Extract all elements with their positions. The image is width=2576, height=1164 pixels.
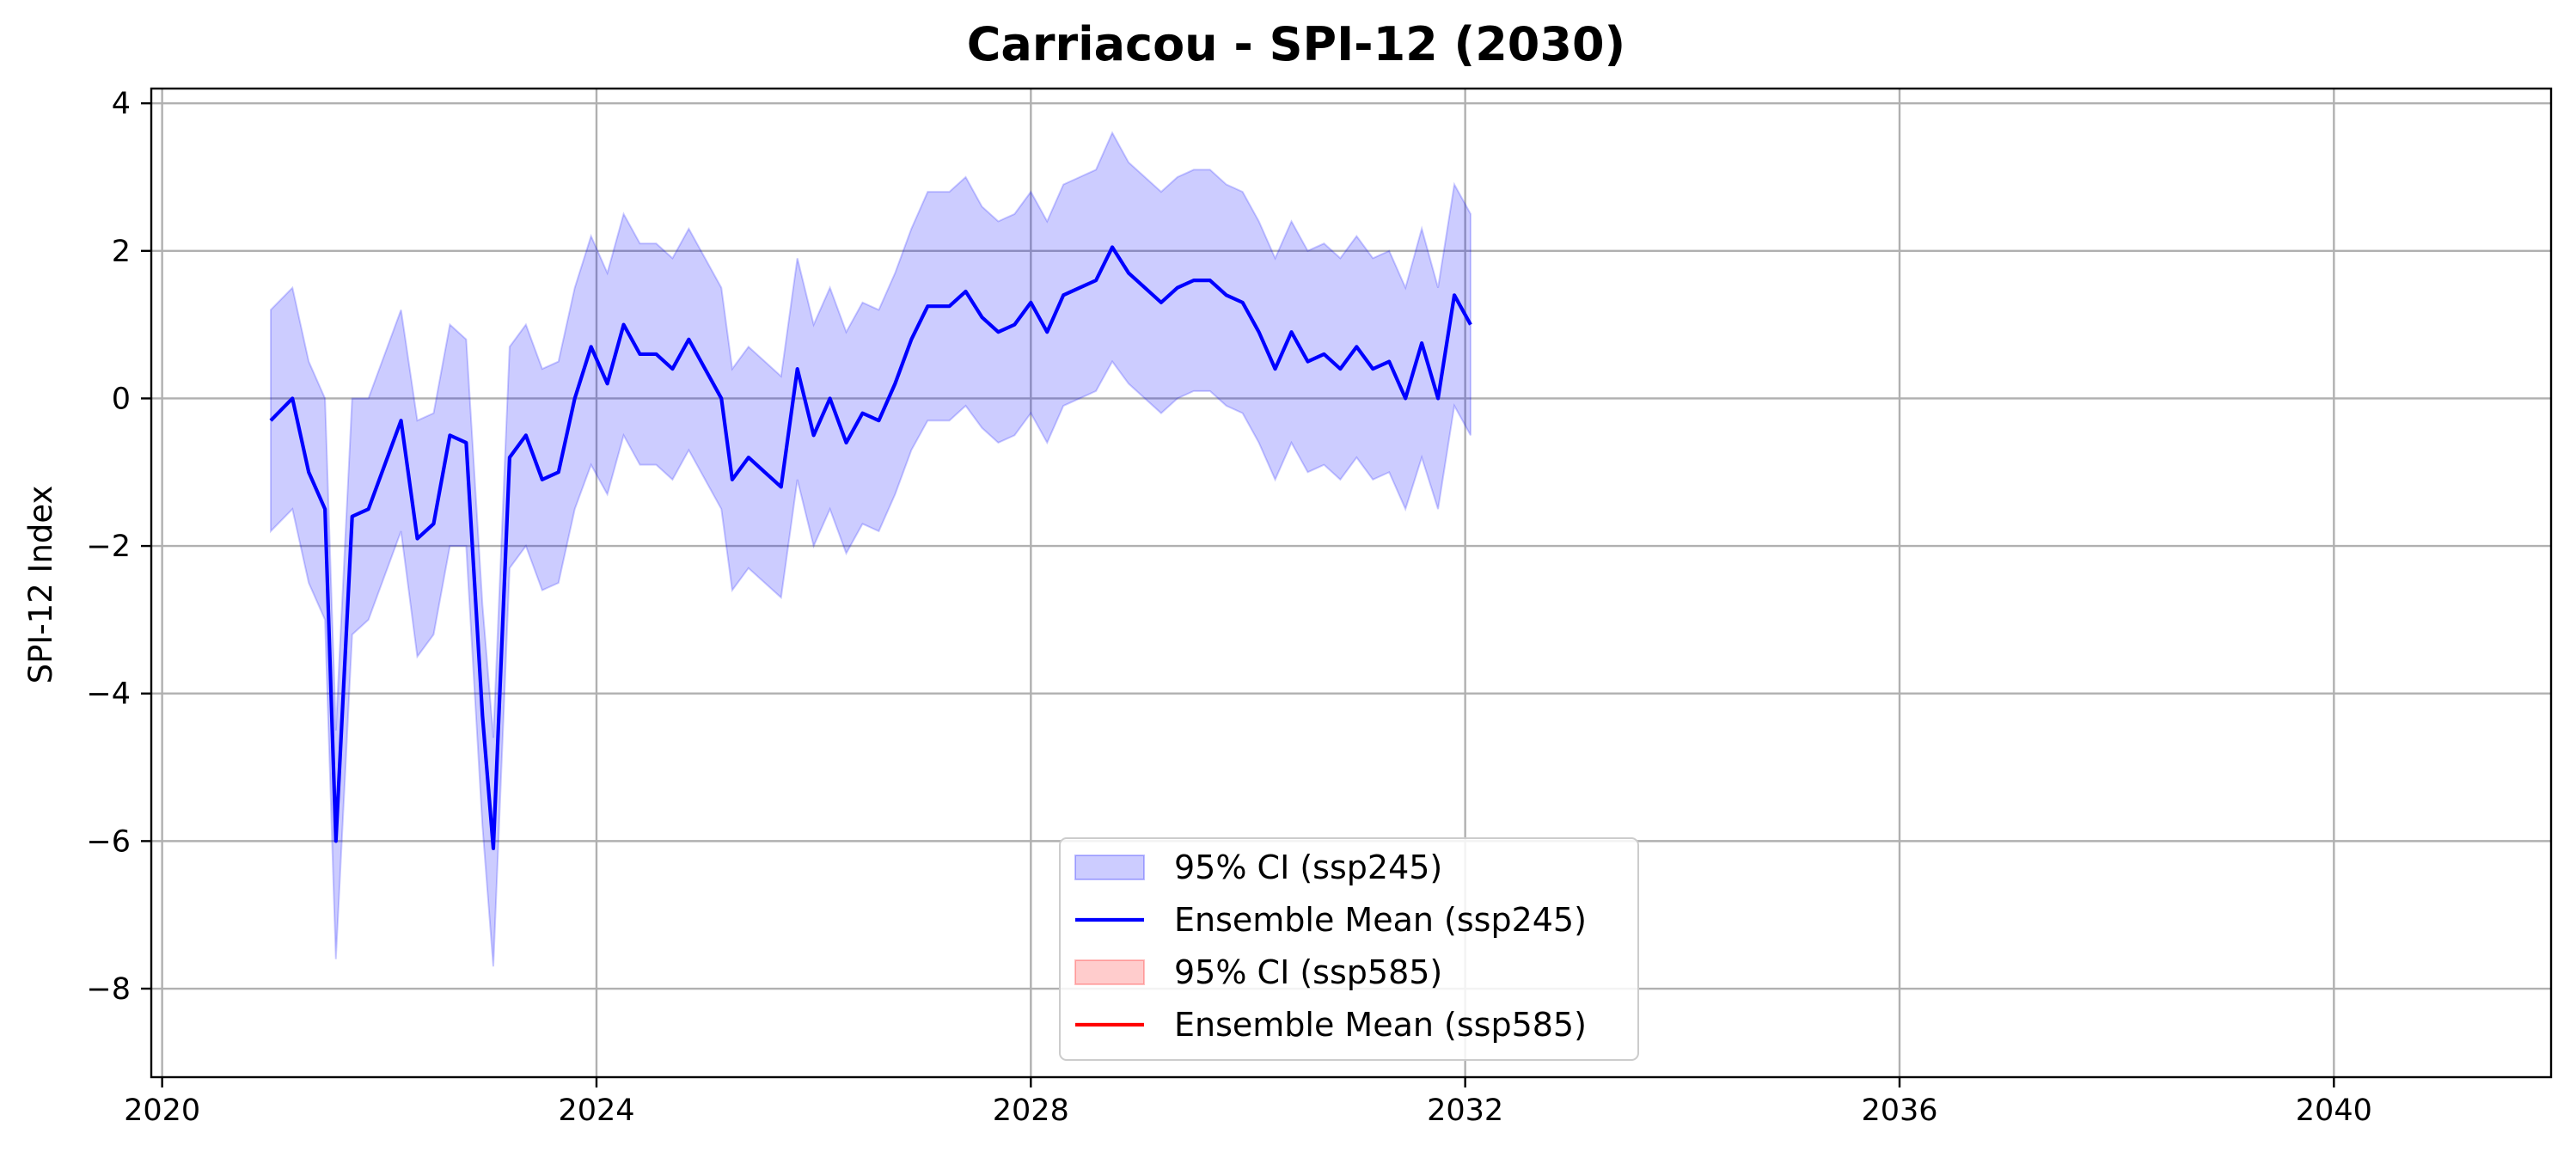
x-tick-label: 2040	[2296, 1094, 2372, 1128]
chart-title: Carriacou - SPI-12 (2030)	[967, 17, 1625, 71]
ci-band	[269, 131, 1472, 967]
ensemble-mean-lines	[269, 245, 1472, 851]
x-tick-label: 2036	[1861, 1094, 1937, 1128]
legend-box	[1059, 837, 1639, 1061]
plot-frame	[150, 87, 2553, 1079]
y-tick-label: 4	[112, 87, 131, 121]
y-axis-label: SPI-12 Index	[22, 486, 59, 684]
y-tick-label: −8	[86, 972, 131, 1007]
x-tick-label: 2020	[124, 1094, 200, 1128]
legend: 95% CI (ssp245) Ensemble Mean (ssp245) 95%…	[1059, 837, 1639, 1061]
y-tick-label: 0	[112, 382, 131, 416]
ensemble-mean-line	[269, 245, 1472, 851]
y-tick-label: 2	[112, 235, 131, 269]
x-tick-label: 2024	[558, 1094, 634, 1128]
y-tick-label: −2	[86, 530, 131, 564]
y-tick-label: −4	[86, 677, 131, 712]
y-tick-label: −6	[86, 824, 131, 859]
x-tick-label: 2028	[993, 1094, 1069, 1128]
x-tick-label: 2032	[1427, 1094, 1503, 1128]
confidence-bands	[269, 131, 1472, 967]
legend-label: Ensemble Mean (ssp585)	[1174, 1006, 1587, 1044]
legend-swatch-band	[1074, 959, 1145, 985]
legend-label: 95% CI (ssp585)	[1174, 953, 1442, 991]
legend-label: 95% CI (ssp245)	[1174, 848, 1442, 886]
legend-label: Ensemble Mean (ssp245)	[1174, 901, 1587, 939]
legend-swatch-band	[1074, 855, 1145, 880]
axis-ticks: 2020 2024 2028 2032 2036 2040 4 2 0 −2 −4 −6 −8	[86, 87, 2371, 1128]
